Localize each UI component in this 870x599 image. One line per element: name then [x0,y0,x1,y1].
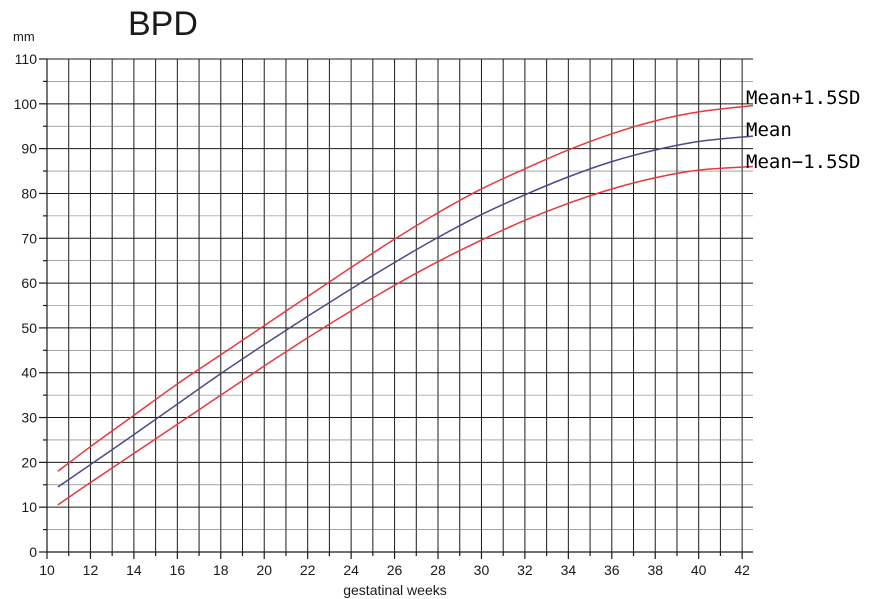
x-tick-label: 36 [604,562,620,578]
y-tick-label: 20 [21,454,37,470]
x-tick-label: 40 [691,562,707,578]
x-tick-label: 14 [126,562,142,578]
series-line-2 [57,165,754,506]
x-tick-label: 22 [300,562,316,578]
y-tick-label: 90 [21,141,37,157]
x-axis-label: gestatinal weeks [343,582,447,598]
series-label-0: Mean+1.5SD [746,87,860,109]
y-tick-label: 50 [21,320,37,336]
y-tick-label: 10 [21,499,37,515]
series-line-1 [57,135,754,488]
y-tick-label: 60 [21,275,37,291]
series-line-0 [57,104,754,472]
x-tick-label: 12 [83,562,99,578]
x-tick-label: 34 [561,562,577,578]
y-tick-label: 100 [14,96,38,112]
series-labels: Mean+1.5SD Mean Mean−1.5SD [746,87,860,173]
y-tick-label: 30 [21,410,37,426]
x-tick-label: 38 [647,562,663,578]
x-tick-label: 42 [734,562,750,578]
x-tick-label: 28 [430,562,446,578]
series-lines [57,104,754,506]
y-tick-label: 70 [21,230,37,246]
x-tick-label: 32 [517,562,533,578]
series-label-1: Mean [746,119,792,141]
x-tick-label: 24 [343,562,359,578]
series-label-2: Mean−1.5SD [746,151,860,173]
y-tick-label: 40 [21,365,37,381]
x-tick-label: 16 [170,562,186,578]
x-tick-label: 30 [474,562,490,578]
y-tick-label: 0 [29,544,37,560]
x-tick-label: 20 [256,562,272,578]
chart-title: BPD [128,5,198,43]
x-tick-label: 10 [39,562,55,578]
y-tick-label: 80 [21,185,37,201]
y-tick-label: 110 [15,51,38,67]
grid [47,58,753,552]
x-tick-label: 26 [387,562,403,578]
x-tick-label: 18 [213,562,229,578]
y-axis-unit-label: mm [13,29,35,44]
